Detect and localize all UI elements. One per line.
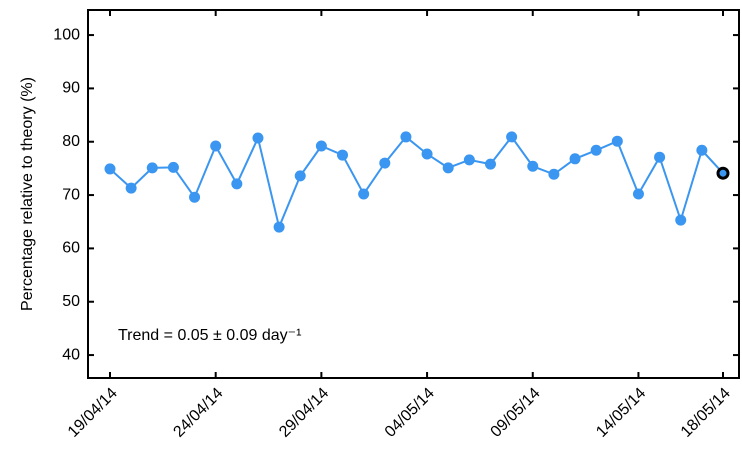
y-tick-label: 80 xyxy=(62,133,80,150)
y-tick-label: 70 xyxy=(62,186,80,203)
y-tick-label: 50 xyxy=(62,293,80,310)
data-point xyxy=(527,160,539,172)
data-point xyxy=(337,149,349,161)
data-point xyxy=(696,144,708,156)
data-point xyxy=(484,158,496,170)
data-point xyxy=(231,178,243,190)
y-tick-label: 100 xyxy=(53,26,80,43)
y-tick-label: 40 xyxy=(62,346,80,363)
data-point xyxy=(358,188,370,200)
data-point xyxy=(294,170,306,182)
x-tick-label: 09/05/14 xyxy=(488,385,544,441)
data-point xyxy=(654,151,666,163)
data-point xyxy=(632,188,644,200)
x-tick-label: 19/04/14 xyxy=(65,385,121,441)
data-point xyxy=(569,153,581,165)
data-line xyxy=(109,134,724,231)
data-point xyxy=(548,168,560,180)
data-point xyxy=(104,163,116,175)
data-point xyxy=(442,162,454,174)
x-tick-label: 14/05/14 xyxy=(593,385,649,441)
data-point xyxy=(400,131,412,143)
x-tick-label: 24/04/14 xyxy=(170,385,226,441)
data-point xyxy=(189,191,201,203)
data-point xyxy=(252,132,264,144)
y-tick-label: 90 xyxy=(62,80,80,97)
plot-frame xyxy=(87,9,740,379)
data-point xyxy=(273,221,285,233)
data-point xyxy=(421,148,433,160)
data-point xyxy=(590,144,602,156)
x-tick-label: 29/04/14 xyxy=(276,385,332,441)
data-point xyxy=(506,131,518,143)
y-axis-label: Percentage relative to theory (%) xyxy=(19,77,36,311)
data-point xyxy=(379,157,391,169)
x-tick-label: 18/05/14 xyxy=(678,385,734,441)
data-point xyxy=(611,135,623,147)
data-point xyxy=(125,182,137,194)
data-point xyxy=(463,154,475,166)
x-tick-label: 04/05/14 xyxy=(382,385,438,441)
data-point xyxy=(167,161,179,173)
data-point xyxy=(146,162,158,174)
annotation: Trend = 0.05 ± 0.09 day⁻¹ xyxy=(118,327,301,344)
data-point xyxy=(315,140,327,152)
data-point xyxy=(210,140,222,152)
data-point xyxy=(675,214,687,226)
data-point xyxy=(716,166,730,180)
y-tick-label: 60 xyxy=(62,240,80,257)
